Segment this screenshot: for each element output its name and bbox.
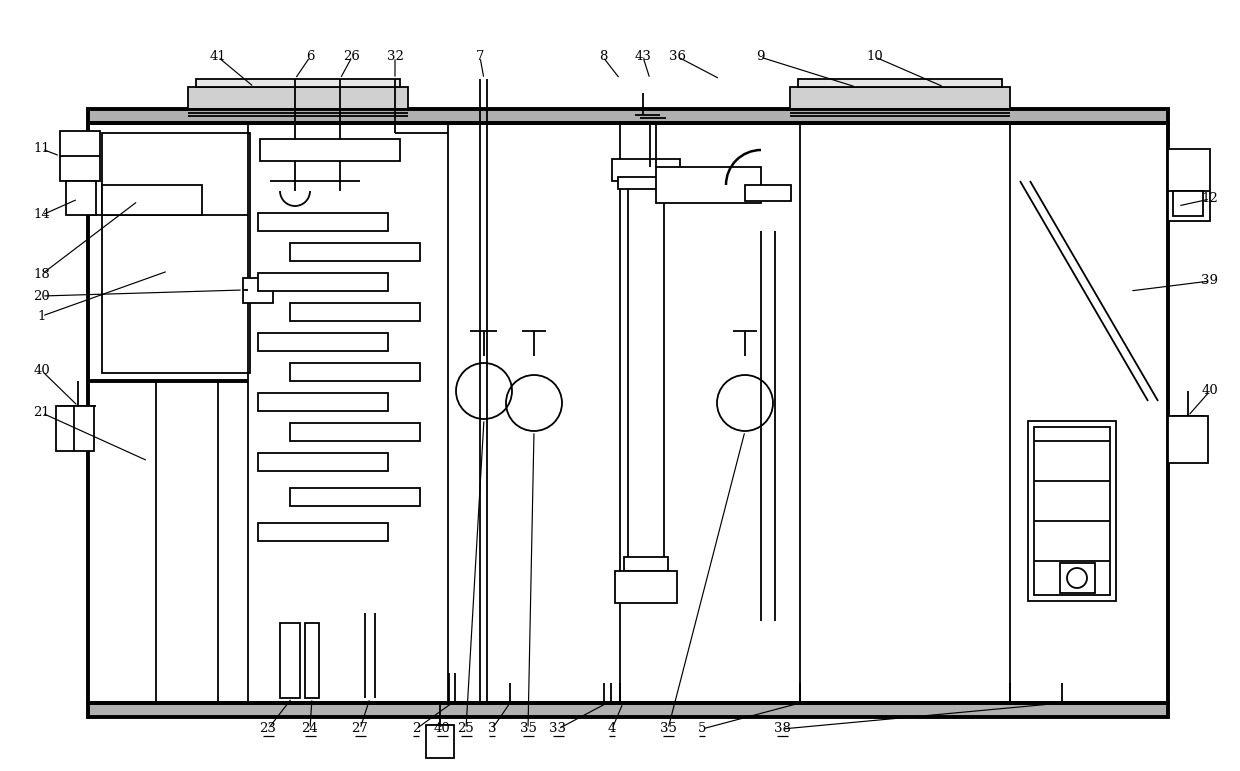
Text: 3: 3: [487, 722, 496, 736]
Bar: [1028, 421, 1116, 601]
Bar: [627, 171, 663, 561]
Bar: [1173, 191, 1203, 216]
Text: 38: 38: [774, 722, 790, 736]
Bar: [280, 623, 300, 698]
Bar: [258, 393, 388, 411]
Bar: [258, 453, 388, 471]
Text: 27: 27: [352, 722, 368, 736]
Bar: [258, 333, 388, 351]
Bar: [188, 87, 408, 109]
Bar: [66, 181, 95, 215]
Bar: [656, 167, 761, 203]
Text: 25: 25: [458, 722, 475, 736]
Bar: [790, 87, 1011, 109]
Bar: [305, 623, 319, 698]
Bar: [624, 557, 668, 571]
Text: 43: 43: [635, 50, 651, 63]
Text: 9: 9: [755, 50, 764, 63]
Text: 35: 35: [520, 722, 537, 736]
Bar: [290, 363, 420, 381]
Text: 33: 33: [549, 722, 567, 736]
Bar: [260, 139, 401, 161]
Text: 18: 18: [33, 268, 51, 281]
Bar: [1168, 149, 1210, 221]
Text: 39: 39: [1202, 274, 1219, 288]
Bar: [102, 133, 250, 373]
Bar: [258, 273, 388, 291]
Text: 5: 5: [698, 722, 707, 736]
Bar: [88, 109, 1168, 123]
Bar: [56, 406, 94, 451]
Bar: [745, 185, 791, 201]
Bar: [799, 79, 1002, 87]
Bar: [88, 703, 1168, 717]
Text: 41: 41: [210, 50, 227, 63]
Text: 20: 20: [33, 289, 51, 302]
Text: 40: 40: [434, 722, 450, 736]
Bar: [290, 303, 420, 321]
Bar: [290, 423, 420, 441]
Text: 10: 10: [867, 50, 883, 63]
Bar: [258, 213, 388, 231]
Text: 2: 2: [412, 722, 420, 736]
Text: 1: 1: [37, 309, 46, 322]
Bar: [258, 523, 388, 541]
Bar: [615, 571, 677, 603]
Text: 8: 8: [599, 50, 608, 63]
Bar: [102, 185, 202, 215]
Bar: [196, 79, 401, 87]
Text: 40: 40: [1202, 385, 1219, 398]
Text: 24: 24: [301, 722, 319, 736]
Text: 36: 36: [670, 50, 687, 63]
Text: 40: 40: [33, 365, 51, 378]
Text: 7: 7: [476, 50, 485, 63]
Text: 6: 6: [306, 50, 314, 63]
Text: 4: 4: [608, 722, 616, 736]
Text: 21: 21: [33, 406, 51, 419]
Text: 26: 26: [343, 50, 361, 63]
Text: 32: 32: [387, 50, 403, 63]
Bar: [1060, 563, 1095, 593]
Text: 12: 12: [1202, 193, 1219, 206]
Text: 23: 23: [259, 722, 277, 736]
Bar: [613, 159, 680, 181]
Bar: [427, 725, 454, 758]
Text: 14: 14: [33, 208, 51, 221]
Bar: [618, 177, 675, 189]
Bar: [290, 488, 420, 506]
Bar: [1168, 416, 1208, 463]
Bar: [290, 243, 420, 261]
Text: 11: 11: [33, 143, 51, 156]
Bar: [60, 131, 100, 181]
Text: 35: 35: [660, 722, 677, 736]
Bar: [1034, 427, 1110, 595]
Bar: [243, 278, 273, 303]
